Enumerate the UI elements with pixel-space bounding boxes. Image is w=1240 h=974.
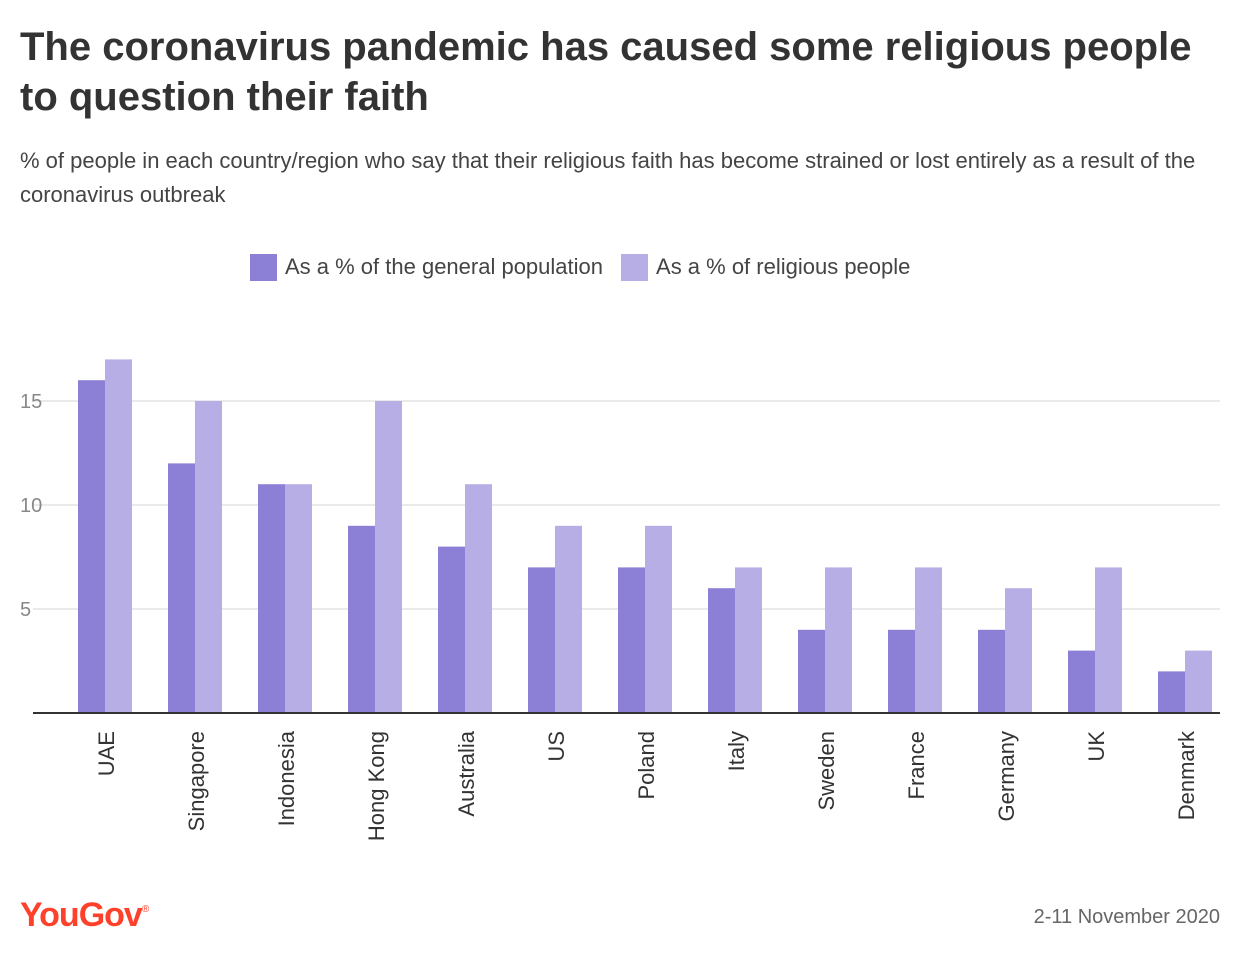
bar-general-italy [708,588,735,713]
x-tick-label-uk: UK [1084,731,1109,762]
bar-general-uae [78,380,105,713]
bar-religious-uk [1095,567,1122,713]
bar-general-singapore [168,463,195,713]
bar-general-us [528,567,555,713]
bar-religious-poland [645,525,672,713]
x-tick-label-germany: Germany [994,731,1019,821]
y-tick-label-15: 15 [20,391,42,413]
x-tick-label-denmark: Denmark [1174,730,1199,820]
legend-swatch-religious [621,253,649,281]
x-tick-label-hong-kong: Hong Kong [364,731,389,841]
bar-general-uk [1068,650,1095,713]
bar-general-indonesia [258,484,285,713]
bar-general-denmark [1158,671,1185,713]
legend: As a % of the general population As a % … [250,250,928,284]
bar-general-sweden [798,629,825,713]
legend-item-general: As a % of the general population [250,253,604,281]
legend-label-religious: As a % of religious people [656,254,911,279]
bar-general-germany [978,629,1005,713]
logo-text: YouGov [20,896,143,934]
bar-religious-us [555,525,582,713]
legend-label-general: As a % of the general population [285,254,604,279]
x-tick-label-uae: UAE [94,731,119,776]
legend-item-religious: As a % of religious people [621,253,911,281]
bar-religious-italy [735,567,762,713]
bar-religious-sweden [825,567,852,713]
yougov-logo: YouGov® [20,896,149,935]
chart-subtitle: % of people in each country/region who s… [20,148,1196,207]
bar-religious-indonesia [285,484,312,713]
x-tick-label-italy: Italy [724,731,749,771]
x-tick-label-france: France [904,731,929,799]
bar-general-poland [618,567,645,713]
bar-general-france [888,629,915,713]
bar-general-hong-kong [348,525,375,713]
bar-religious-denmark [1185,650,1212,713]
x-tick-label-poland: Poland [634,731,659,800]
logo-registered-mark: ® [141,903,149,915]
x-tick-label-singapore: Singapore [184,731,209,831]
bar-religious-hong-kong [375,401,402,713]
bar-religious-uae [105,359,132,713]
legend-swatch-general [250,253,277,281]
chart-title: The coronavirus pandemic has caused some… [20,25,1192,119]
bar-religious-australia [465,484,492,713]
x-tick-label-us: US [544,731,569,762]
bar-religious-singapore [195,401,222,713]
y-tick-label-5: 5 [20,599,31,621]
bar-religious-france [915,567,942,713]
y-tick-label-10: 10 [20,495,42,517]
x-tick-label-sweden: Sweden [814,731,839,811]
bar-general-australia [438,546,465,713]
bar-religious-germany [1005,588,1032,713]
x-tick-label-indonesia: Indonesia [274,730,299,826]
survey-date: 2-11 November 2020 [1033,906,1220,928]
x-tick-label-australia: Australia [454,730,479,816]
